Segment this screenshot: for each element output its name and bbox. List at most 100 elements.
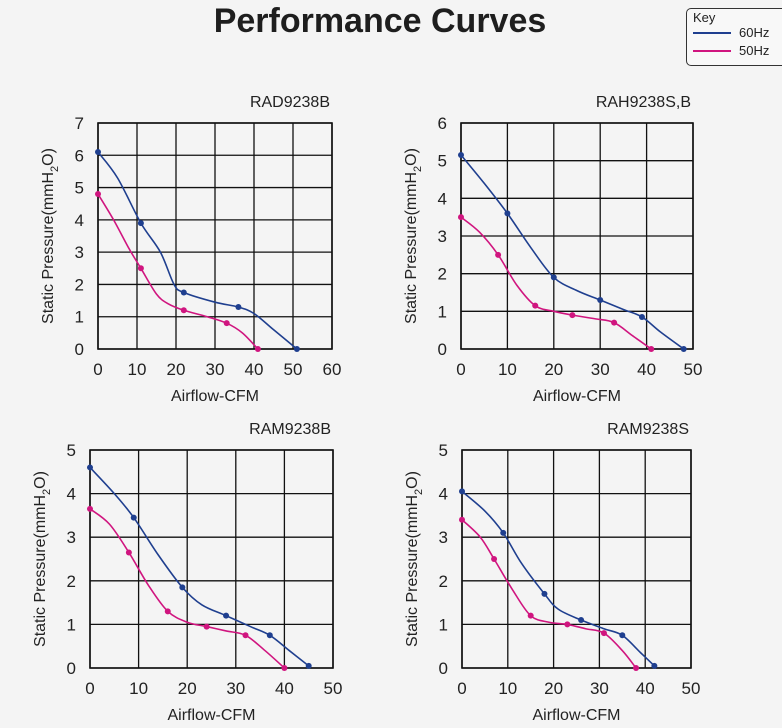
data-point-60hz [500, 529, 507, 536]
data-point-50hz [203, 623, 210, 630]
data-point-60hz [223, 612, 230, 619]
y-tick-label: 3 [438, 227, 447, 246]
data-point-60hz [266, 632, 273, 639]
y-axis-label: Static Pressure(mmH2O) [403, 148, 424, 324]
data-point-60hz [180, 289, 187, 296]
x-tick-label: 30 [206, 360, 225, 379]
y-tick-label: 1 [67, 615, 76, 634]
x-tick-label: 0 [457, 679, 466, 698]
data-point-60hz [504, 210, 511, 217]
x-tick-label: 0 [456, 360, 465, 379]
x-tick-label: 10 [498, 679, 517, 698]
data-point-60hz [619, 632, 626, 639]
data-point-60hz [638, 313, 645, 320]
x-tick-label: 0 [93, 360, 102, 379]
data-point-50hz [87, 505, 93, 512]
series-line-50hz [89, 508, 285, 669]
data-point-60hz [305, 662, 312, 669]
data-point-50hz [569, 312, 576, 319]
y-axis-label: Static Pressure(mmH2O) [32, 471, 53, 647]
y-tick-label: 4 [67, 485, 76, 504]
x-tick-label: 10 [498, 360, 517, 379]
x-tick-label: 20 [544, 679, 563, 698]
page-title: Performance Curves [213, 2, 547, 40]
y-tick-label: 2 [439, 572, 448, 591]
x-tick-label: 50 [682, 679, 701, 698]
chart-title: RAM9238B [249, 421, 331, 438]
data-point-60hz [87, 464, 93, 471]
legend-swatch-60hz [693, 32, 731, 34]
data-point-50hz [633, 665, 640, 671]
data-point-50hz [458, 214, 464, 221]
y-tick-label: 0 [75, 340, 84, 359]
y-tick-label: 5 [67, 441, 76, 460]
x-axis-label: Airflow-CFM [533, 707, 621, 724]
y-tick-label: 1 [438, 302, 447, 321]
data-point-60hz [458, 152, 464, 159]
data-point-50hz [491, 556, 498, 562]
y-tick-label: 3 [75, 243, 84, 262]
data-point-50hz [564, 621, 571, 628]
data-point-50hz [281, 665, 288, 671]
y-tick-label: 0 [439, 659, 448, 678]
y-tick-label: 3 [67, 528, 76, 547]
data-point-50hz [495, 251, 502, 258]
x-tick-label: 30 [226, 679, 245, 698]
x-tick-label: 40 [275, 679, 294, 698]
data-point-60hz [293, 346, 300, 352]
data-point-50hz [242, 632, 249, 639]
legend-swatch-50hz [693, 50, 731, 52]
data-point-60hz [680, 346, 687, 352]
plot-frame [97, 122, 333, 350]
plot-frame [461, 449, 692, 669]
y-tick-label: 6 [75, 146, 84, 165]
legend-title: Key [693, 10, 716, 25]
data-point-60hz [137, 220, 144, 227]
y-axis-label: Static Pressure(mmH2O) [404, 471, 425, 647]
y-tick-label: 6 [438, 114, 447, 133]
chart-2: RAM9238B 0 10 20 30 40 50 0 1 2 3 4 5 Airflow-CFM Stat… [32, 421, 342, 724]
y-tick-label: 2 [67, 572, 76, 591]
x-tick-label: 50 [324, 679, 343, 698]
x-axis-label: Airflow-CFM [533, 388, 621, 405]
data-point-50hz [125, 549, 132, 556]
chart-3: RAM9238S 0 10 20 30 40 50 0 1 2 3 4 5 Airflow-CFM Stat… [404, 421, 700, 724]
data-point-60hz [651, 662, 658, 669]
x-tick-label: 40 [636, 679, 655, 698]
y-tick-label: 5 [438, 152, 447, 171]
data-point-50hz [648, 346, 655, 352]
legend-label-50hz: 50Hz [739, 43, 770, 58]
y-tick-label: 2 [438, 265, 447, 284]
series-line-60hz [461, 490, 655, 667]
y-tick-label: 4 [439, 485, 448, 504]
data-point-50hz [611, 319, 618, 326]
x-tick-label: 0 [85, 679, 94, 698]
x-tick-label: 40 [637, 360, 656, 379]
x-tick-label: 50 [284, 360, 303, 379]
x-tick-label: 20 [167, 360, 186, 379]
y-tick-label: 0 [438, 340, 447, 359]
data-point-60hz [541, 590, 548, 597]
y-tick-label: 4 [75, 211, 84, 230]
data-point-50hz [600, 630, 607, 637]
x-tick-label: 40 [245, 360, 264, 379]
y-axis-label: Static Pressure(mmH2O) [40, 148, 61, 324]
x-tick-label: 30 [591, 360, 610, 379]
series-line-60hz [460, 154, 685, 350]
chart-title: RAM9238S [607, 421, 689, 438]
data-point-50hz [223, 320, 230, 327]
y-tick-label: 1 [439, 615, 448, 634]
y-tick-label: 7 [75, 114, 84, 133]
data-point-60hz [578, 617, 585, 624]
chart-1: RAH9238S,B 0 10 20 30 40 50 0 1 2 3 4 5 6 Airflow-CFM S… [403, 94, 702, 405]
data-point-50hz [95, 191, 101, 198]
x-tick-label: 20 [544, 360, 563, 379]
data-point-50hz [180, 307, 187, 314]
chart-0: RAD9238B 0 10 20 30 40 50 60 0 1 2 3 4 5 6 7 Airflow-CFM… [40, 94, 341, 405]
data-point-50hz [137, 265, 144, 272]
y-tick-label: 5 [439, 441, 448, 460]
x-tick-label: 20 [178, 679, 197, 698]
x-tick-label: 10 [129, 679, 148, 698]
chart-title: RAD9238B [250, 94, 330, 111]
legend-box: Key 60Hz 50Hz [686, 8, 782, 66]
